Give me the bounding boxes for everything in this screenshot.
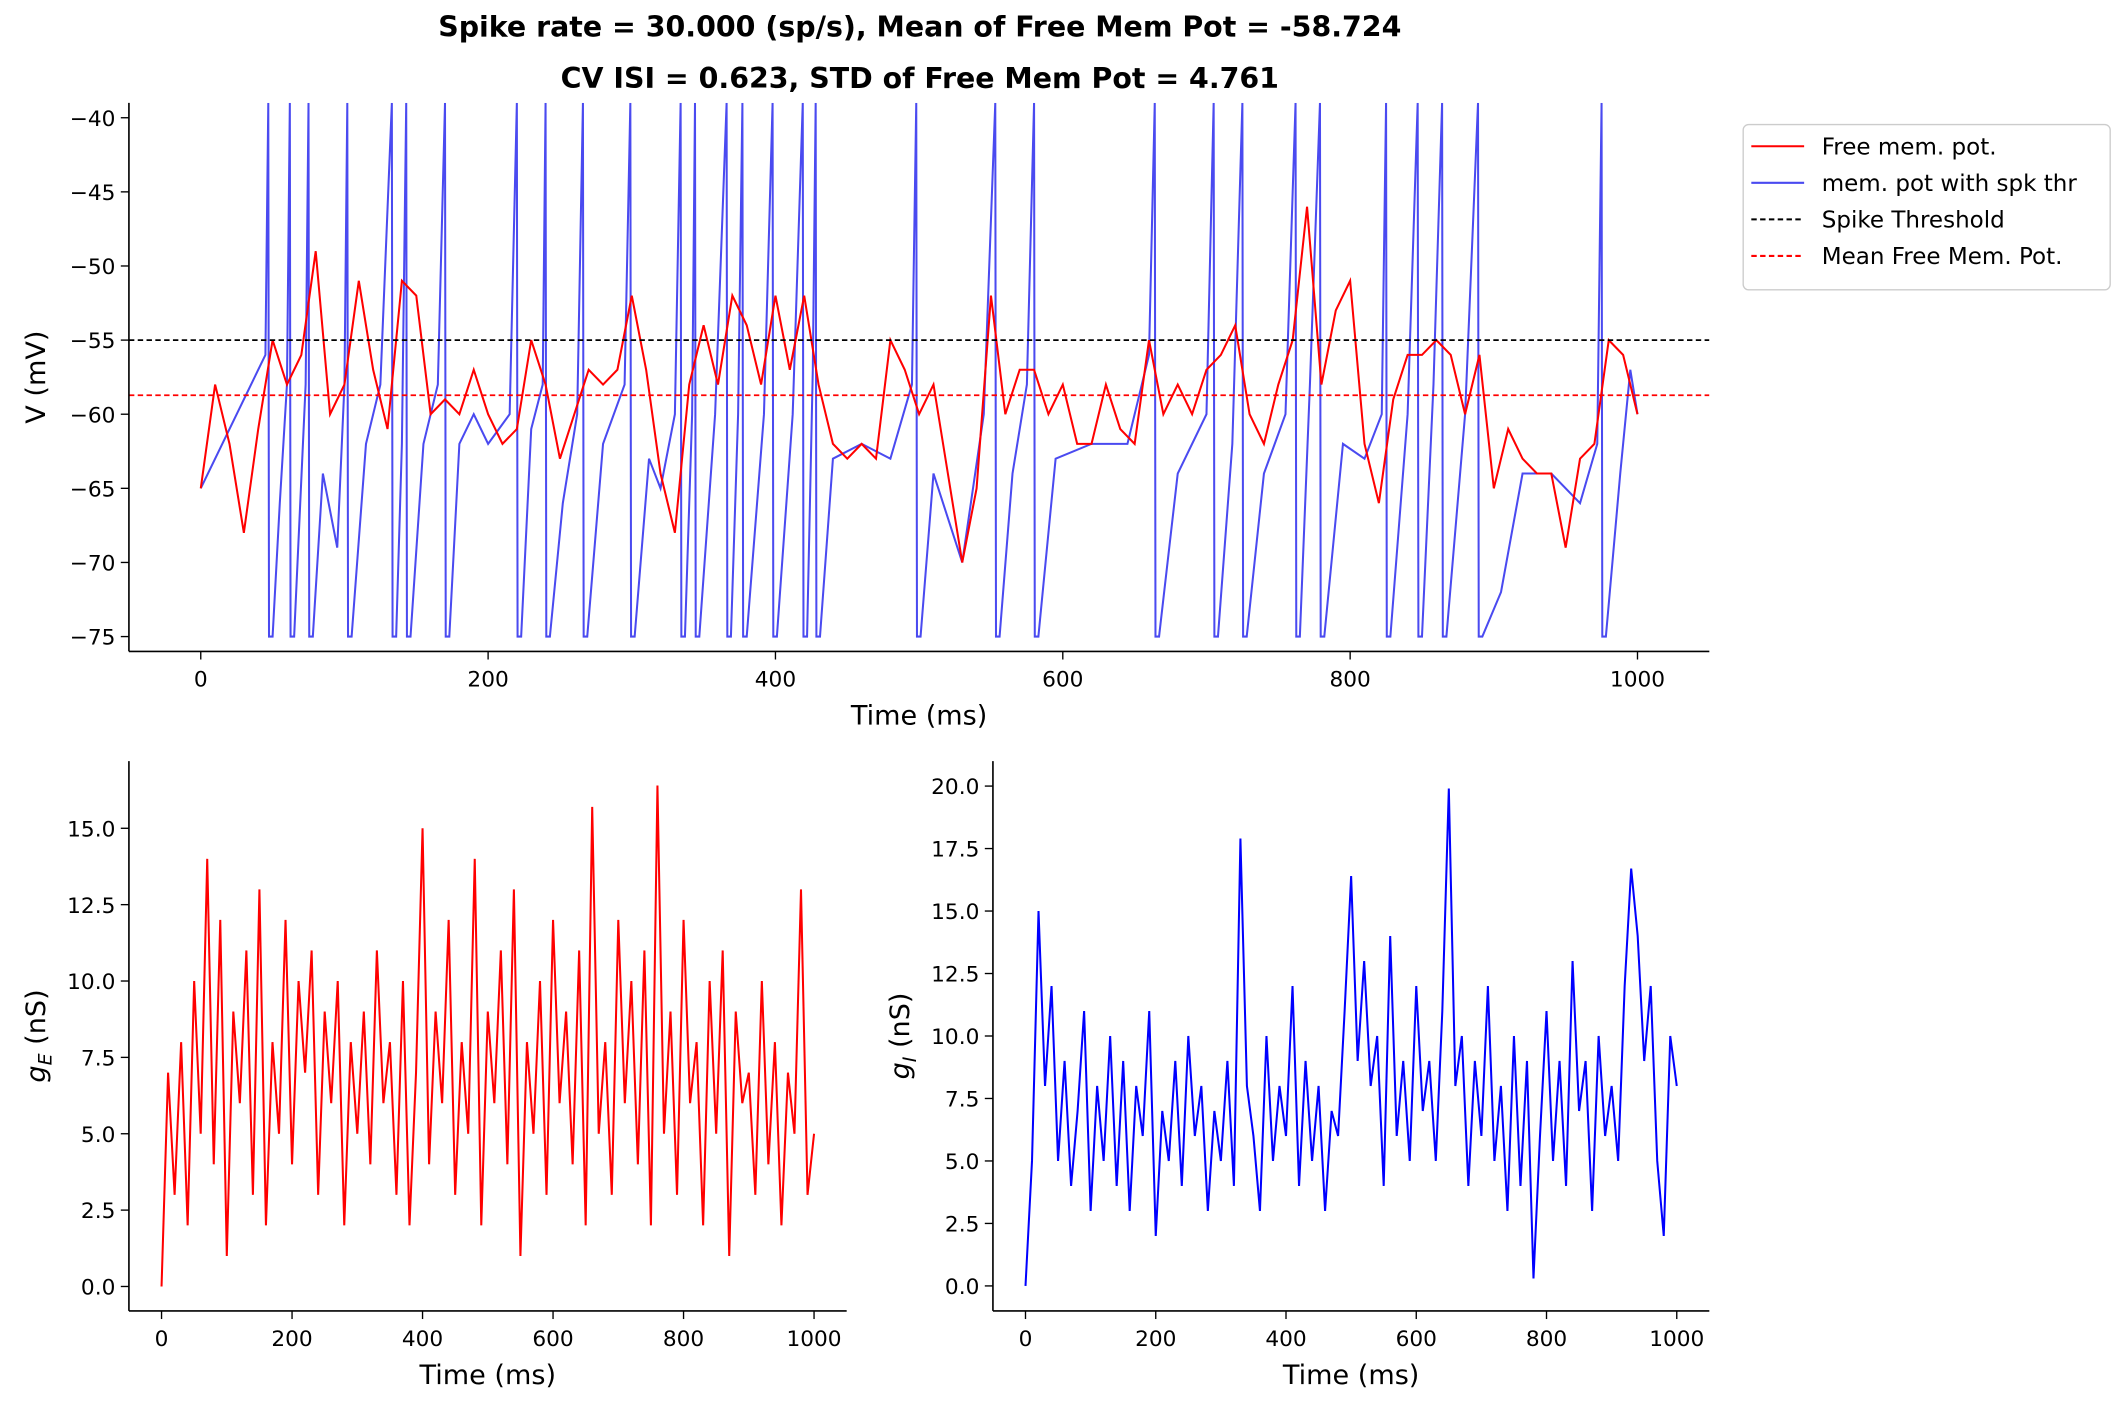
x-tick-label: 600 — [1042, 668, 1083, 693]
line-series — [199, 206, 1639, 563]
y-tick-label: 12.5 — [67, 894, 115, 919]
line-series — [1024, 788, 1678, 1286]
y-axis-label: gI (nS) — [885, 993, 921, 1080]
plot-area — [160, 785, 816, 1287]
x-tick-label: 1000 — [786, 1327, 841, 1352]
y-tick-label: −60 — [70, 403, 116, 428]
x-tick-label: 800 — [1526, 1327, 1567, 1352]
x-axis-label: Time (ms) — [419, 1360, 557, 1391]
x-tick-label: 800 — [1329, 668, 1370, 693]
y-tick-label: 10.0 — [931, 1025, 979, 1050]
y-tick-label: 2.5 — [945, 1213, 979, 1238]
y-tick-label: 7.5 — [945, 1088, 979, 1113]
y-tick-label: 0.0 — [945, 1275, 979, 1300]
y-tick-label: 0.0 — [81, 1276, 115, 1301]
chart-title: Spike rate = 30.000 (sp/s), Mean of Free… — [438, 11, 1401, 44]
y-tick-label: −65 — [70, 477, 116, 502]
plot-area — [128, 102, 1710, 638]
x-tick-label: 400 — [755, 668, 796, 693]
y-tick-label: −70 — [70, 552, 116, 577]
legend-label: Spike Threshold — [1822, 208, 2005, 234]
y-tick-label: 2.5 — [81, 1199, 115, 1224]
legend-box — [1742, 123, 2111, 291]
x-tick-label: 0 — [155, 1327, 169, 1352]
chart-subtitle: CV ISI = 0.623, STD of Free Mem Pot = 4.… — [561, 62, 1279, 95]
x-tick-label: 1000 — [1649, 1327, 1704, 1352]
y-tick-label: −40 — [70, 107, 116, 132]
y-tick-label: 7.5 — [81, 1047, 115, 1072]
y-tick-label: −45 — [70, 181, 116, 206]
plot-area — [1024, 788, 1678, 1286]
y-tick-label: 20.0 — [931, 775, 979, 800]
y-tick-label: −50 — [70, 255, 116, 280]
x-tick-label: 400 — [1265, 1327, 1306, 1352]
y-tick-label: 5.0 — [81, 1123, 115, 1148]
x-tick-label: 800 — [663, 1327, 704, 1352]
x-tick-label: 0 — [1019, 1327, 1033, 1352]
y-tick-label: 15.0 — [67, 817, 115, 842]
x-tick-label: 0 — [194, 668, 208, 693]
y-tick-label: −75 — [70, 626, 116, 651]
x-axis-label: Time (ms) — [850, 701, 988, 732]
line-series — [160, 785, 816, 1287]
y-axis-label: V (mV) — [21, 331, 52, 424]
line-series — [199, 102, 1639, 638]
x-axis-label: Time (ms) — [1282, 1360, 1420, 1391]
x-tick-label: 200 — [271, 1327, 312, 1352]
y-tick-label: 10.0 — [67, 970, 115, 995]
y-tick-label: 5.0 — [945, 1150, 979, 1175]
x-tick-label: 200 — [467, 668, 508, 693]
y-tick-label: 12.5 — [931, 963, 979, 988]
legend-label: Free mem. pot. — [1822, 134, 1997, 160]
x-tick-label: 600 — [1396, 1327, 1437, 1352]
legend-label: Mean Free Mem. Pot. — [1822, 244, 2063, 270]
y-axis-label: gE (nS) — [21, 989, 57, 1082]
x-tick-label: 200 — [1135, 1327, 1176, 1352]
legend-label: mem. pot with spk thr — [1822, 171, 2078, 197]
y-tick-label: −55 — [70, 329, 116, 354]
x-tick-label: 1000 — [1610, 668, 1665, 693]
y-tick-label: 17.5 — [931, 838, 979, 863]
x-tick-label: 400 — [402, 1327, 443, 1352]
x-tick-label: 600 — [532, 1327, 573, 1352]
y-tick-label: 15.0 — [931, 900, 979, 925]
